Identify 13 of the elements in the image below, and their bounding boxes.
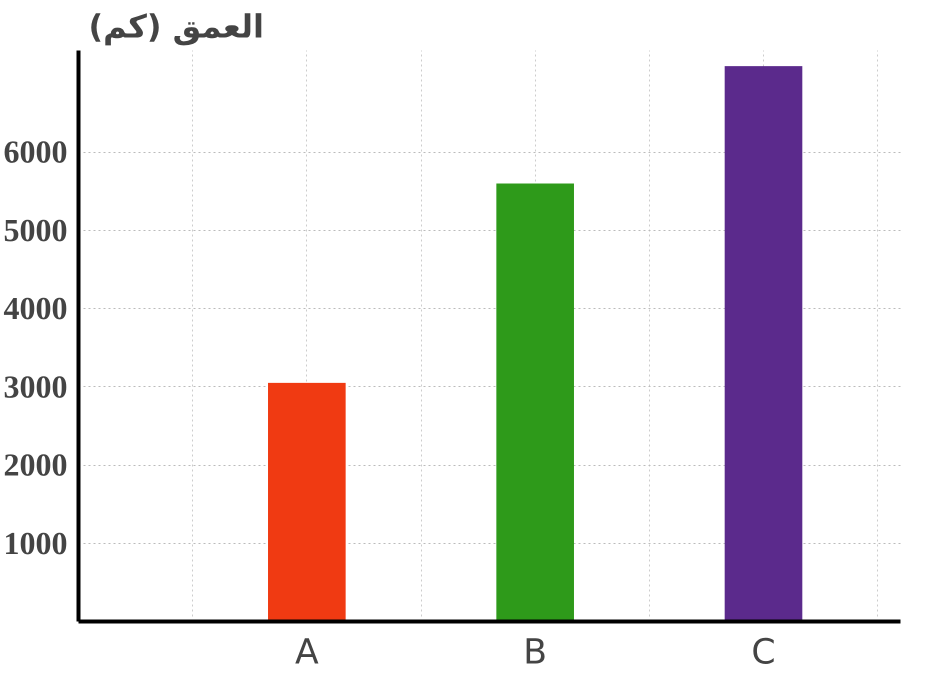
bar [724, 66, 802, 622]
y-tick-label: 5000 [4, 212, 68, 248]
bar [496, 183, 574, 622]
x-tick-label: C [751, 632, 776, 672]
y-tick-label: 1000 [4, 524, 68, 561]
y-axis-title: العمق (كم) [88, 8, 264, 46]
y-tick-label: 6000 [4, 134, 68, 170]
x-tick-label: B [523, 632, 548, 672]
y-tick-label: 2000 [4, 446, 68, 483]
y-tick-label: 4000 [4, 290, 68, 326]
y-tick-label: 3000 [4, 368, 68, 404]
bar [268, 382, 346, 622]
x-tick-label: A [294, 632, 319, 672]
